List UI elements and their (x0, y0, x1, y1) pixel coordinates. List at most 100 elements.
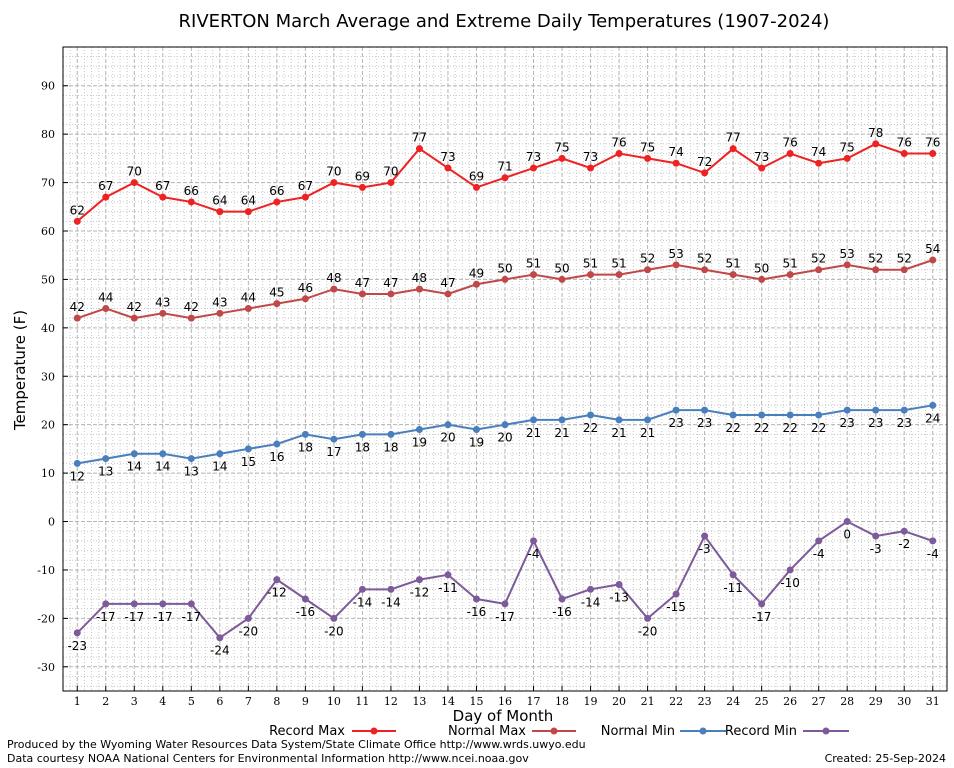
data-point (672, 261, 680, 269)
data-label: -13 (609, 590, 629, 604)
data-label: 50 (554, 261, 569, 275)
data-point (558, 416, 566, 424)
data-point (558, 275, 566, 283)
data-label: 67 (298, 179, 313, 193)
data-point (244, 614, 252, 622)
data-label: -3 (870, 542, 882, 556)
x-tick-label: 18 (555, 695, 569, 708)
data-point (216, 208, 224, 216)
data-point (786, 150, 794, 158)
data-label: 47 (383, 276, 398, 290)
data-label: 13 (98, 465, 113, 479)
data-label: 49 (469, 266, 484, 280)
data-point (701, 406, 709, 414)
data-point (273, 576, 281, 584)
data-label: 69 (469, 169, 484, 183)
data-point (415, 145, 423, 153)
data-label: -12 (410, 586, 430, 600)
data-label: 66 (184, 184, 199, 198)
data-label: -16 (467, 605, 487, 619)
data-point (872, 140, 880, 148)
data-label: 47 (440, 276, 455, 290)
series-record-max: 62 67 70 67 66 64 64 66 67 70 69 70 77 73 69 71 73 75 73 76… (70, 126, 940, 225)
data-point (900, 150, 908, 158)
data-point (815, 411, 823, 419)
data-point (358, 183, 366, 191)
data-label: 21 (640, 426, 655, 440)
data-label: -17 (153, 610, 173, 624)
y-tick-label: 10 (41, 467, 55, 480)
legend: Record Max Normal Max Normal Min Record Min (269, 724, 849, 739)
x-tick-label: 12 (384, 695, 398, 708)
data-point (301, 595, 309, 603)
x-tick-label: 9 (302, 695, 309, 708)
data-label: 51 (526, 257, 541, 271)
data-point (102, 304, 110, 312)
data-label: 23 (840, 416, 855, 430)
data-point (672, 159, 680, 167)
data-label: 51 (783, 257, 798, 271)
legend-label: Record Max (269, 724, 345, 739)
data-label: -20 (324, 624, 344, 638)
data-label: 73 (583, 150, 598, 164)
data-label: 17 (326, 445, 341, 459)
footer-data-source: Data courtesy NOAA National Centers for … (7, 752, 529, 765)
data-label: -14 (581, 595, 601, 609)
x-tick-label: 14 (441, 695, 455, 708)
data-point (587, 271, 595, 279)
legend-item: Normal Max (448, 724, 576, 739)
series: 62 67 70 67 66 64 64 66 67 70 69 70 77 73 69 71 73 75 73 76… (67, 126, 940, 658)
data-label: 51 (725, 257, 740, 271)
data-point (615, 580, 623, 588)
data-label: -12 (267, 586, 287, 600)
legend-label: Normal Max (448, 724, 526, 739)
data-point (187, 455, 195, 463)
data-label: 75 (840, 140, 855, 154)
data-point (387, 290, 395, 298)
y-tick-label: -30 (37, 661, 55, 674)
data-point (558, 154, 566, 162)
series-normal-min: 12 13 14 14 13 14 15 16 18 17 18 18 19 20 19 20 21 21 22 21… (70, 401, 940, 483)
data-label: 22 (783, 421, 798, 435)
data-label: 22 (725, 421, 740, 435)
data-point (501, 421, 509, 429)
data-point (758, 411, 766, 419)
data-label: 69 (355, 169, 370, 183)
x-tick-label: 29 (869, 695, 883, 708)
x-tick-label: 25 (755, 695, 769, 708)
y-axis-label: Temperature (F) (11, 310, 29, 431)
data-label: 0 (843, 528, 851, 542)
x-tick-label: 3 (131, 695, 138, 708)
data-label: -4 (813, 547, 825, 561)
data-point (358, 585, 366, 593)
x-tick-label: 5 (188, 695, 195, 708)
x-tick-label: 21 (641, 695, 655, 708)
data-label: 52 (640, 252, 655, 266)
data-label: 67 (155, 179, 170, 193)
data-label: 48 (412, 271, 427, 285)
data-point (872, 266, 880, 274)
data-label: 45 (269, 286, 284, 300)
x-tick-label: 22 (669, 695, 683, 708)
data-label: -14 (381, 595, 401, 609)
data-point (273, 440, 281, 448)
data-point (187, 314, 195, 322)
x-tick-label: 1 (74, 695, 81, 708)
y-tick-label: 60 (41, 225, 55, 238)
legend-swatch-marker (822, 727, 830, 735)
data-point (530, 271, 538, 279)
data-label: 16 (269, 450, 284, 464)
data-label: 21 (554, 426, 569, 440)
data-point (159, 309, 167, 317)
data-label: 47 (355, 276, 370, 290)
data-label: 52 (868, 252, 883, 266)
data-point (444, 421, 452, 429)
data-point (130, 179, 138, 187)
data-point (501, 600, 509, 608)
data-point (786, 271, 794, 279)
series-normal-max: 42 44 42 43 42 43 44 45 46 48 47 47 48 47 49 50 51 50 51 51… (70, 242, 940, 322)
data-point (358, 290, 366, 298)
data-point (587, 411, 595, 419)
data-label: 20 (497, 431, 512, 445)
